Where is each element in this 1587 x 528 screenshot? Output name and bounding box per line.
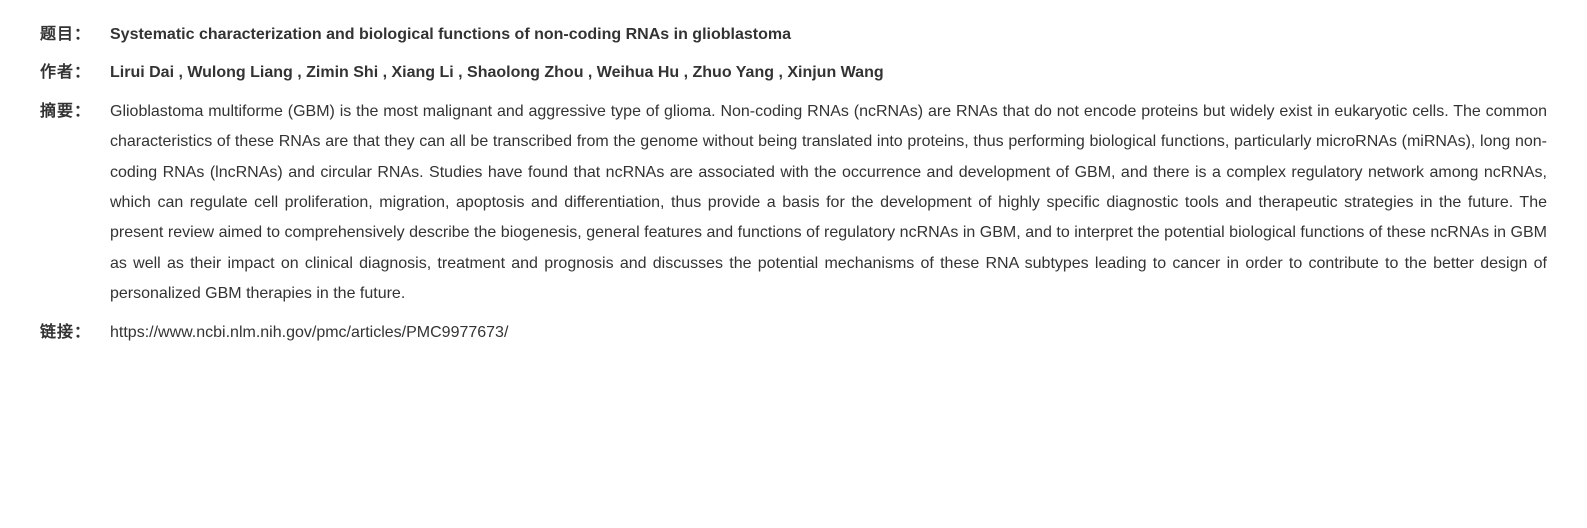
abstract-label: 摘要： bbox=[40, 97, 110, 127]
title-label: 题目： bbox=[40, 20, 110, 50]
link-value[interactable]: https://www.ncbi.nlm.nih.gov/pmc/article… bbox=[110, 318, 1547, 348]
authors-value: Lirui Dai , Wulong Liang , Zimin Shi , X… bbox=[110, 58, 1547, 88]
abstract-row: 摘要： Glioblastoma multiforme (GBM) is the… bbox=[40, 97, 1547, 310]
authors-row: 作者： Lirui Dai , Wulong Liang , Zimin Shi… bbox=[40, 58, 1547, 88]
authors-label: 作者： bbox=[40, 58, 110, 88]
title-value: Systematic characterization and biologic… bbox=[110, 20, 1547, 50]
link-row: 链接： https://www.ncbi.nlm.nih.gov/pmc/art… bbox=[40, 318, 1547, 348]
link-label: 链接： bbox=[40, 318, 110, 348]
title-row: 题目： Systematic characterization and biol… bbox=[40, 20, 1547, 50]
abstract-value: Glioblastoma multiforme (GBM) is the mos… bbox=[110, 97, 1547, 310]
